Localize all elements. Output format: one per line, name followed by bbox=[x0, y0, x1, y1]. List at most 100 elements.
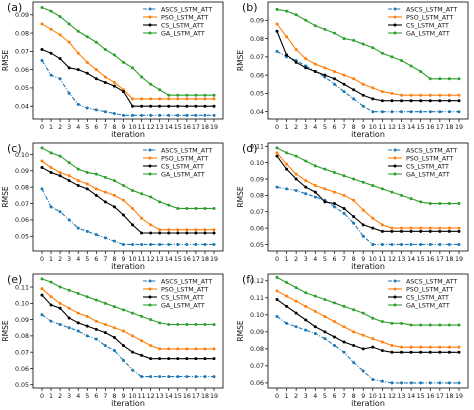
axes-frame bbox=[267, 142, 469, 252]
x-tick-label: 3 bbox=[67, 124, 71, 131]
x-tick-label: 1 bbox=[285, 256, 289, 263]
data-point bbox=[131, 311, 135, 315]
data-point bbox=[352, 308, 356, 312]
x-tick-label: 18 bbox=[445, 124, 453, 131]
x-tick-label: 12 bbox=[388, 393, 396, 400]
y-tick-label: 0.07 bbox=[250, 363, 264, 370]
legend-marker bbox=[148, 7, 152, 11]
data-point bbox=[58, 33, 62, 37]
data-point bbox=[419, 226, 423, 230]
y-tick-label: 0.11 bbox=[15, 284, 29, 291]
data-point bbox=[409, 229, 413, 233]
data-point bbox=[352, 221, 356, 225]
data-point bbox=[323, 298, 327, 302]
data-point bbox=[428, 110, 432, 114]
data-point bbox=[294, 286, 298, 290]
series-line bbox=[276, 155, 459, 232]
series-pso-lstm-att bbox=[40, 287, 216, 351]
data-point bbox=[428, 323, 432, 327]
data-point bbox=[313, 69, 317, 73]
data-point bbox=[285, 35, 289, 39]
data-point bbox=[352, 360, 356, 364]
data-point bbox=[203, 231, 207, 235]
data-point bbox=[40, 287, 44, 291]
data-point bbox=[285, 167, 289, 171]
x-tick-label: 5 bbox=[323, 393, 327, 400]
data-point bbox=[194, 357, 198, 361]
data-point bbox=[419, 99, 423, 103]
data-point bbox=[103, 301, 107, 305]
y-tick-label: 0.08 bbox=[250, 36, 264, 43]
x-tick-label: 3 bbox=[304, 124, 308, 131]
data-point bbox=[285, 321, 289, 325]
data-point bbox=[447, 99, 451, 103]
series-ascs-lstm-att bbox=[275, 185, 461, 246]
data-point bbox=[212, 206, 216, 210]
data-point bbox=[94, 172, 98, 176]
legend-marker bbox=[393, 287, 397, 291]
panel-label: (d) bbox=[242, 142, 258, 155]
x-tick-label: 16 bbox=[426, 393, 434, 400]
x-tick-label: 11 bbox=[138, 256, 146, 263]
legend-marker bbox=[393, 295, 397, 299]
data-point bbox=[76, 179, 80, 183]
data-point bbox=[457, 202, 461, 206]
x-tick-label: 17 bbox=[436, 124, 444, 131]
data-point bbox=[85, 187, 89, 191]
x-tick-label: 11 bbox=[378, 124, 386, 131]
data-point bbox=[380, 320, 384, 324]
data-point bbox=[313, 294, 317, 298]
y-tick-label: 0.09 bbox=[250, 18, 264, 25]
data-point bbox=[149, 242, 153, 246]
data-point bbox=[419, 110, 423, 114]
data-point bbox=[203, 97, 207, 101]
data-point bbox=[352, 177, 356, 181]
data-point bbox=[313, 62, 317, 66]
data-point bbox=[323, 73, 327, 77]
x-tick-label: 4 bbox=[76, 124, 80, 131]
x-tick-label: 8 bbox=[352, 256, 356, 263]
x-tick-label: 9 bbox=[121, 124, 125, 131]
data-point bbox=[103, 236, 107, 240]
data-point bbox=[158, 200, 162, 204]
data-point bbox=[400, 242, 404, 246]
data-point bbox=[294, 188, 298, 192]
series-line bbox=[41, 23, 214, 100]
data-point bbox=[275, 185, 279, 189]
data-point bbox=[112, 80, 116, 84]
legend-label: PSO_LSTM_ATT bbox=[161, 286, 208, 293]
data-point bbox=[342, 304, 346, 308]
data-point bbox=[275, 275, 279, 279]
data-point bbox=[140, 353, 144, 357]
data-point bbox=[203, 206, 207, 210]
x-axis-title: iteration bbox=[111, 262, 145, 271]
legend-label: PSO_LSTM_ATT bbox=[406, 155, 453, 162]
legend-marker bbox=[148, 295, 152, 299]
series-line bbox=[41, 294, 214, 360]
data-point bbox=[203, 357, 207, 361]
data-point bbox=[457, 93, 461, 97]
x-tick-label: 8 bbox=[112, 393, 116, 400]
data-point bbox=[158, 242, 162, 246]
data-point bbox=[158, 231, 162, 235]
y-tick-label: 0.07 bbox=[250, 54, 264, 61]
data-point bbox=[313, 325, 317, 329]
data-point bbox=[313, 195, 317, 199]
data-point bbox=[149, 375, 153, 379]
data-point bbox=[380, 223, 384, 227]
data-point bbox=[185, 97, 189, 101]
data-point bbox=[185, 93, 189, 97]
data-point bbox=[176, 242, 180, 246]
y-tick-label: 0.05 bbox=[250, 91, 264, 98]
data-point bbox=[400, 193, 404, 197]
x-tick-label: 7 bbox=[342, 393, 346, 400]
data-point bbox=[275, 154, 279, 158]
series-line bbox=[41, 160, 214, 231]
series-line bbox=[276, 290, 459, 348]
data-point bbox=[158, 357, 162, 361]
data-point bbox=[400, 321, 404, 325]
x-tick-label: 19 bbox=[455, 256, 463, 263]
data-point bbox=[371, 242, 375, 246]
data-point bbox=[428, 226, 432, 230]
data-point bbox=[361, 347, 365, 351]
